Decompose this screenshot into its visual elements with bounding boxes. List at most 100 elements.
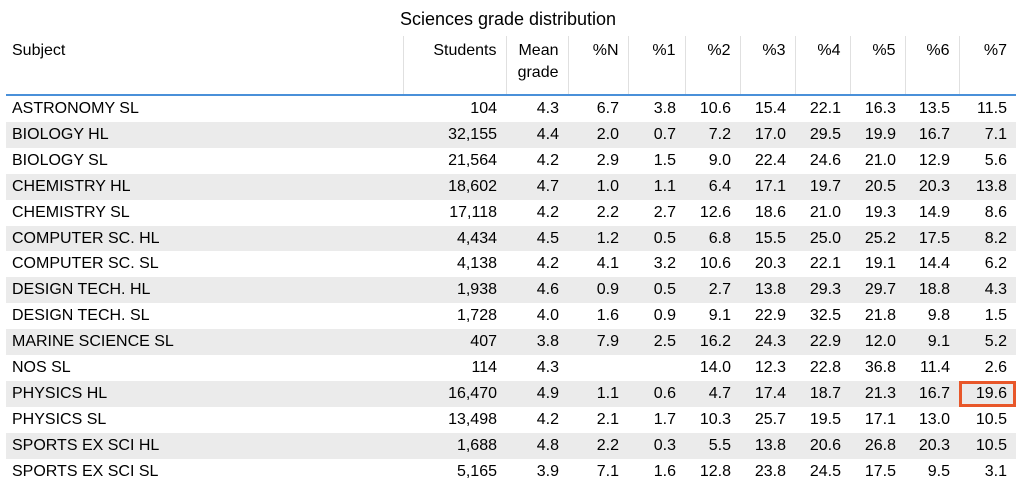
cell-pct-1: 3.2 xyxy=(653,255,676,273)
cell-pct-1: 1.7 xyxy=(653,410,676,428)
cell-pct-3: 15.5 xyxy=(754,229,786,247)
table-row: MARINE SCIENCE SL 407 3.8 7.9 2.5 16.2 24.3 22.… xyxy=(6,329,1016,356)
table-row: CHEMISTRY SL 17,118 4.2 2.2 2.7 12.6 18.6 21.0 1… xyxy=(6,200,1016,226)
cell-pct-5: 17.5 xyxy=(864,462,896,480)
cell-pct-1: 1.1 xyxy=(653,177,676,195)
cell-mean-grade: 4.4 xyxy=(536,125,559,143)
cell-pct-4: 29.5 xyxy=(809,125,841,143)
cell-subject: BIOLOGY SL xyxy=(12,151,108,169)
cell-pct-5: 21.0 xyxy=(864,151,896,169)
cell-students: 18,602 xyxy=(448,177,497,195)
cell-mean-grade: 4.7 xyxy=(536,177,559,195)
cell-mean-grade: 4.2 xyxy=(536,203,559,221)
cell-pct-n: 0.9 xyxy=(596,281,619,299)
cell-subject: ASTRONOMY SL xyxy=(12,100,139,117)
cell-subject: COMPUTER SC. HL xyxy=(12,229,160,247)
table-row: PHYSICS HL 16,470 4.9 1.1 0.6 4.7 17.4 18.7 21.3… xyxy=(6,380,1016,407)
cell-pct-4: 32.5 xyxy=(809,307,841,325)
cell-subject: DESIGN TECH. HL xyxy=(12,281,151,299)
cell-pct-7: 8.6 xyxy=(984,203,1007,221)
cell-pct-5: 21.8 xyxy=(864,307,896,325)
cell-subject: NOS SL xyxy=(12,359,71,377)
cell-students: 407 xyxy=(470,333,497,351)
cell-pct-n: 7.9 xyxy=(596,333,619,351)
table-row: DESIGN TECH. HL 1,938 4.6 0.9 0.5 2.7 13.8 29.3… xyxy=(6,277,1016,304)
cell-pct-2: 10.6 xyxy=(699,100,731,117)
cell-pct-7: 10.5 xyxy=(975,436,1007,454)
cell-pct-7: 10.5 xyxy=(975,410,1007,428)
cell-pct-5: 19.9 xyxy=(864,125,896,143)
cell-pct-1: 0.7 xyxy=(653,125,676,143)
col-header-pct-7: %7 xyxy=(958,36,1016,96)
col-header-pct-n: %N xyxy=(567,36,628,96)
cell-pct-4: 19.5 xyxy=(809,410,841,428)
cell-pct-3: 20.3 xyxy=(754,255,786,273)
cell-subject: DESIGN TECH. SL xyxy=(12,307,150,325)
cell-pct-7: 2.6 xyxy=(984,359,1007,377)
cell-subject: CHEMISTRY SL xyxy=(12,203,130,221)
cell-pct-1: 0.9 xyxy=(653,307,676,325)
table-row: SPORTS EX SCI SL 5,165 3.9 7.1 1.6 12.8 23.8 24… xyxy=(6,459,1016,485)
cell-students: 5,165 xyxy=(456,462,497,480)
cell-mean-grade: 3.8 xyxy=(536,333,559,351)
cell-pct-4: 25.0 xyxy=(809,229,841,247)
cell-pct-6: 17.5 xyxy=(918,229,950,247)
col-header-pct-1: %1 xyxy=(627,36,685,96)
cell-pct-2: 6.8 xyxy=(708,229,731,247)
table-row: CHEMISTRY HL 18,602 4.7 1.0 1.1 6.4 17.1 19.7 20… xyxy=(6,173,1016,200)
cell-pct-1: 0.3 xyxy=(653,436,676,454)
cell-mean-grade: 4.5 xyxy=(536,229,559,247)
cell-pct-1: 0.5 xyxy=(653,281,676,299)
cell-mean-grade: 4.9 xyxy=(536,384,559,402)
cell-students: 114 xyxy=(471,359,497,377)
cell-pct-6: 12.9 xyxy=(918,151,950,169)
cell-pct-3: 23.8 xyxy=(754,462,786,480)
table-row: BIOLOGY HL 32,155 4.4 2.0 0.7 7.2 17.0 29.5 19.9… xyxy=(6,121,1016,148)
cell-pct-5: 36.8 xyxy=(864,359,896,377)
cell-pct-n: 2.0 xyxy=(596,125,619,143)
cell-students: 16,470 xyxy=(448,384,497,402)
cell-pct-1: 3.8 xyxy=(653,100,676,117)
cell-pct-1: 2.7 xyxy=(653,203,676,221)
cell-subject: SPORTS EX SCI SL xyxy=(12,462,159,480)
cell-pct-7: 5.2 xyxy=(984,333,1007,351)
cell-mean-grade: 4.2 xyxy=(536,410,559,428)
table-header: Subject Students Mean grade %N %1 %2 %3 … xyxy=(6,36,1016,96)
cell-pct-4: 22.1 xyxy=(809,255,841,273)
cell-pct-n: 2.2 xyxy=(596,436,619,454)
cell-pct-n: 7.1 xyxy=(596,462,619,480)
cell-pct-5: 17.1 xyxy=(864,410,896,428)
cell-pct-n: 2.2 xyxy=(596,203,619,221)
cell-pct-3: 17.4 xyxy=(754,384,786,402)
cell-pct-3: 17.0 xyxy=(754,125,786,143)
cell-pct-n: 6.7 xyxy=(596,100,619,117)
cell-students: 32,155 xyxy=(448,125,497,143)
cell-pct-5: 20.5 xyxy=(864,177,896,195)
cell-pct-2: 10.3 xyxy=(699,410,731,428)
cell-pct-3: 17.1 xyxy=(754,177,786,195)
cell-pct-3: 25.7 xyxy=(754,410,786,428)
cell-students: 104 xyxy=(470,100,497,117)
cell-pct-4: 18.7 xyxy=(809,384,841,402)
cell-pct-7: 5.6 xyxy=(984,151,1007,169)
cell-pct-2: 7.2 xyxy=(708,125,731,143)
table-row: ASTRONOMY SL 104 4.3 6.7 3.8 10.6 15.4 22.1 16.3… xyxy=(6,95,1016,122)
cell-pct-4: 24.6 xyxy=(809,151,841,169)
grade-table: Subject Students Mean grade %N %1 %2 %3 … xyxy=(6,36,1016,485)
cell-pct-2: 4.7 xyxy=(708,384,731,402)
cell-pct-1: 0.6 xyxy=(653,384,676,402)
cell-students: 4,138 xyxy=(456,255,497,273)
cell-pct-4: 21.0 xyxy=(809,203,841,221)
cell-pct-n: 2.1 xyxy=(596,410,619,428)
cell-pct-5: 16.3 xyxy=(864,100,896,117)
col-header-subject: Subject xyxy=(6,36,403,96)
cell-pct-3: 18.6 xyxy=(754,203,786,221)
cell-pct-7: 13.8 xyxy=(975,177,1007,195)
header-row: Subject Students Mean grade %N %1 %2 %3 … xyxy=(6,36,1016,96)
cell-pct-4: 24.5 xyxy=(809,462,841,480)
cell-pct-6: 20.3 xyxy=(918,436,950,454)
table-row: COMPUTER SC. SL 4,138 4.2 4.1 3.2 10.6 20.3 22.… xyxy=(6,251,1016,277)
table-title: Sciences grade distribution xyxy=(399,9,617,29)
cell-students: 1,688 xyxy=(456,436,497,454)
cell-pct-6: 18.8 xyxy=(918,281,950,299)
